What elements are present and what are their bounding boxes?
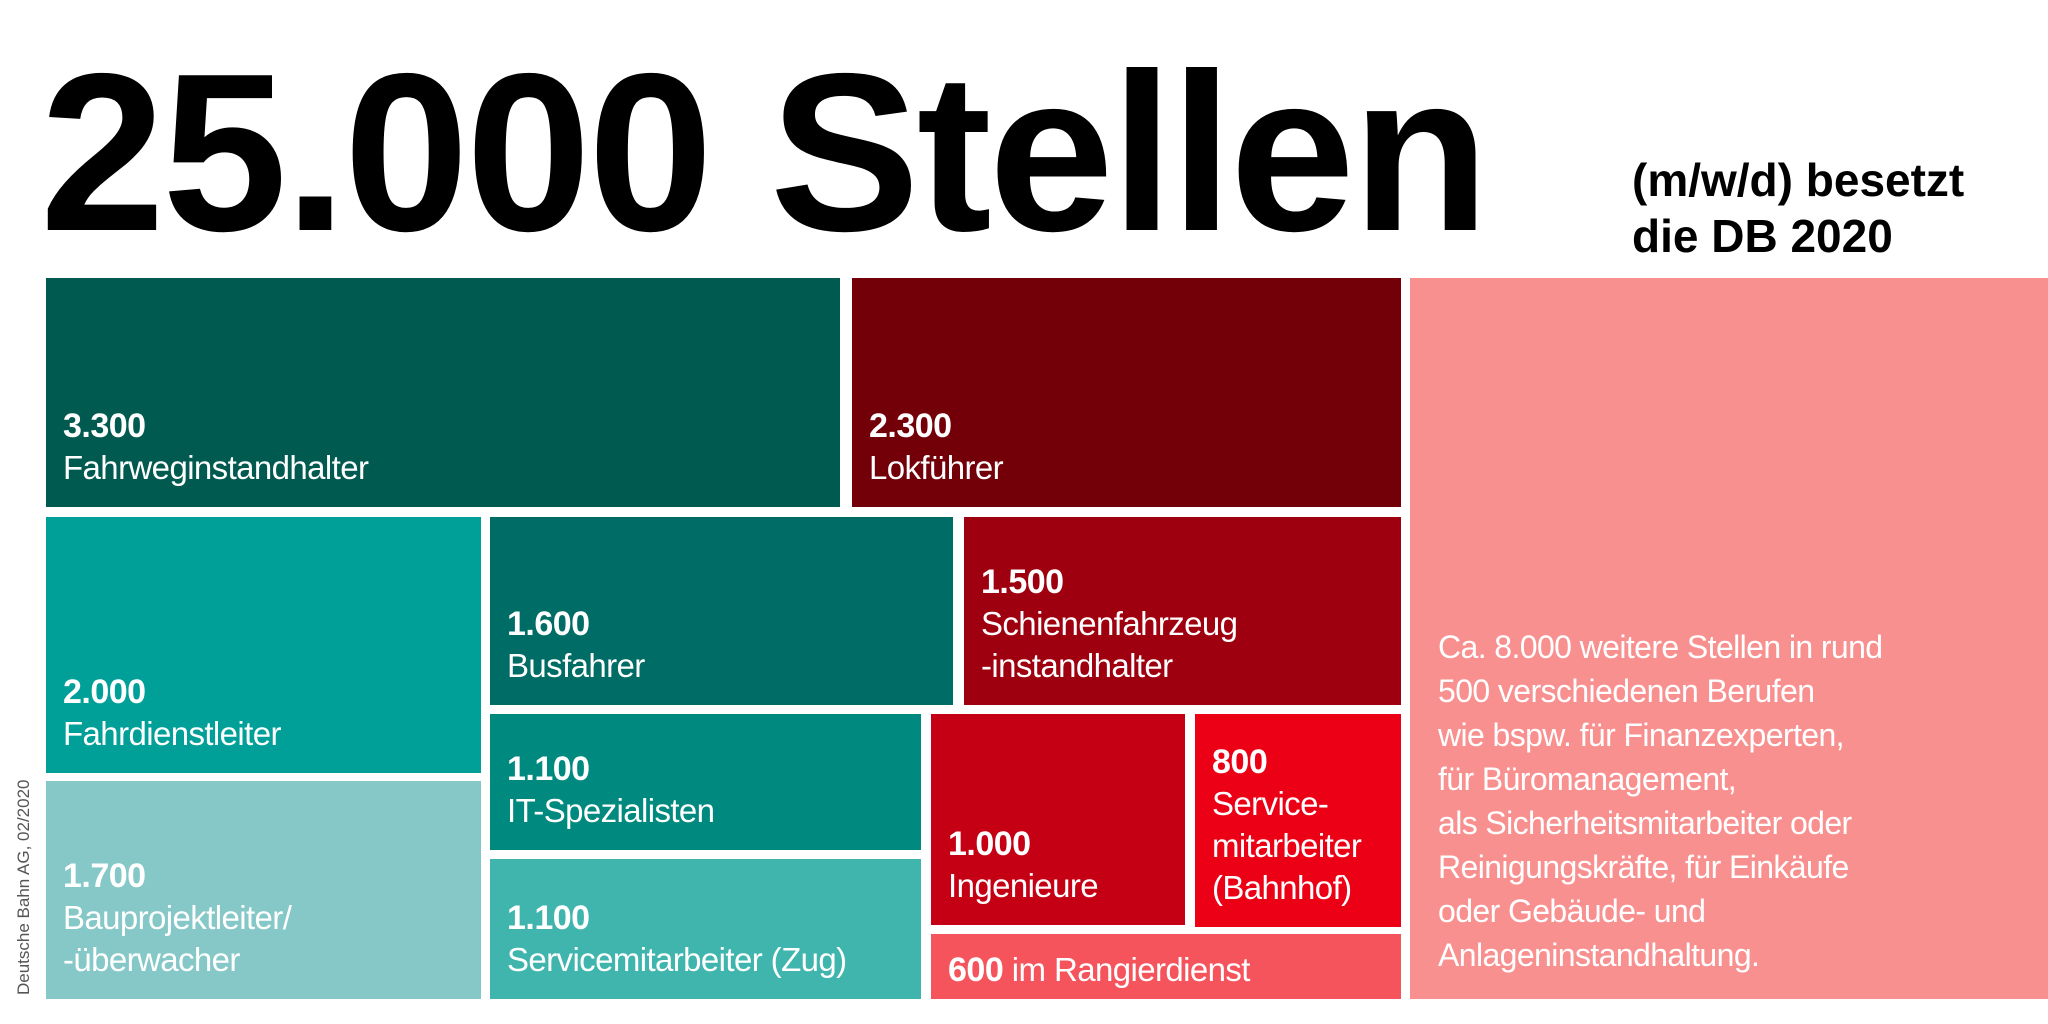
tile-value: 1.700 bbox=[63, 857, 146, 895]
tile-label: Lokführer bbox=[869, 449, 1004, 486]
tile-label: IT-Spezialisten bbox=[507, 792, 715, 829]
tile-fahrdienstleiter: 2.000 Fahrdienstleiter bbox=[46, 517, 481, 773]
tile-schienenfahrzeuginstandhalter: 1.500 Schienenfahrzeug -instandhalter bbox=[964, 517, 1401, 705]
tile-label: Busfahrer bbox=[507, 647, 645, 684]
tile-value: 1.500 bbox=[981, 563, 1064, 601]
tile-lokfuehrer: 2.300 Lokführer bbox=[852, 278, 1401, 507]
tile-bauprojektleiter: 1.700 Bauprojektleiter/ -überwacher bbox=[46, 781, 481, 999]
tile-fahrweginstandhalter: 3.300 Fahrweginstandhalter bbox=[46, 278, 840, 507]
page-title: 25.000 Stellen bbox=[40, 26, 1489, 278]
tile-label: Ca. 8.000 weitere Stellen in rund 500 ve… bbox=[1438, 629, 1883, 973]
tile-label: Fahrdienstleiter bbox=[63, 715, 281, 752]
subtitle-line-1: (m/w/d) besetzt bbox=[1632, 154, 1965, 206]
tile-value: 800 bbox=[1212, 743, 1268, 781]
tile-value: 2.000 bbox=[63, 673, 146, 711]
tile-label: Schienenfahrzeug -instandhalter bbox=[981, 605, 1238, 684]
page-subtitle: (m/w/d) besetzt die DB 2020 bbox=[1632, 152, 1964, 264]
tile-value: 1.000 bbox=[948, 825, 1031, 863]
source-credit: Deutsche Bahn AG, 02/2020 bbox=[14, 779, 33, 996]
tile-ingenieure: 1.000 Ingenieure bbox=[931, 714, 1185, 925]
tile-servicemitarbeiter-bahnhof: 800 Service- mitarbeiter (Bahnhof) bbox=[1195, 714, 1401, 927]
subtitle-line-2: die DB 2020 bbox=[1632, 210, 1893, 262]
tile-label: Servicemitarbeiter (Zug) bbox=[507, 941, 847, 978]
tile-it-spezialisten: 1.100 IT-Spezialisten bbox=[490, 714, 921, 850]
tile-label: Bauprojektleiter/ -überwacher bbox=[63, 899, 292, 978]
tile-busfahrer: 1.600 Busfahrer bbox=[490, 517, 953, 705]
tile-value: 1.100 bbox=[507, 899, 590, 937]
tile-servicemitarbeiter-zug: 1.100 Servicemitarbeiter (Zug) bbox=[490, 859, 921, 999]
tile-label: Service- mitarbeiter (Bahnhof) bbox=[1212, 785, 1362, 906]
tile-value: 2.300 bbox=[869, 407, 952, 445]
tile-value: 1.600 bbox=[507, 605, 590, 643]
tile-label: Ingenieure bbox=[948, 867, 1099, 904]
tile-label: im Rangierdienst bbox=[1003, 951, 1251, 988]
tile-weitere-stellen: Ca. 8.000 weitere Stellen in rund 500 ve… bbox=[1410, 278, 2048, 999]
tile-value: 3.300 bbox=[63, 407, 146, 445]
tile-value: 600 bbox=[948, 951, 1004, 989]
tile-label: Fahrweginstandhalter bbox=[63, 449, 369, 486]
tile-value: 1.100 bbox=[507, 750, 590, 788]
tile-rangierdienst: 600 im Rangierdienst bbox=[931, 934, 1401, 999]
